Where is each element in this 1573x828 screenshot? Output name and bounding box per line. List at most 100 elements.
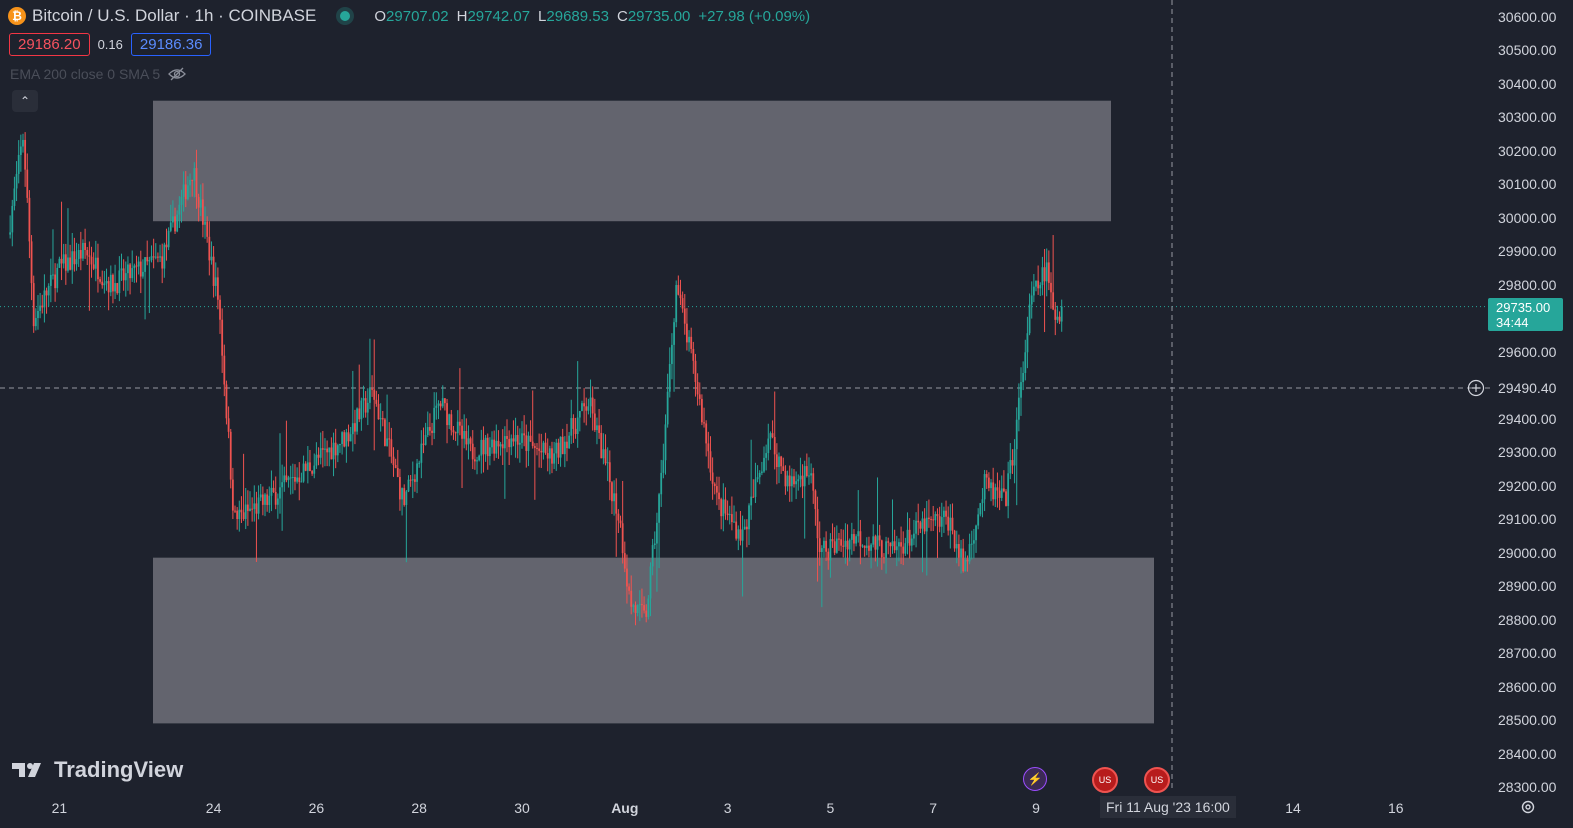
price-label: 29100.00: [1498, 511, 1557, 528]
candle-body: [15, 173, 18, 189]
candle-body: [688, 336, 690, 343]
time-label: Aug: [611, 800, 639, 816]
price-axis[interactable]: 30600.00 30500.00 30400.00 30300.00 30200.00…: [1488, 0, 1573, 828]
candle-body: [632, 605, 635, 607]
candle-body: [261, 494, 264, 505]
candle-body: [221, 319, 224, 356]
candle-body: [129, 264, 131, 279]
candle-body: [208, 236, 211, 261]
candle-body: [786, 475, 789, 487]
symbol-title[interactable]: Bitcoin / U.S. Dollar · 1h · COINBASE: [32, 6, 317, 25]
candle-body: [289, 477, 292, 479]
candle-body: [67, 257, 69, 271]
candle-body: [116, 283, 119, 294]
indicator-label[interactable]: EMA 200 close 0 SMA 5: [10, 66, 161, 82]
candle-body: [930, 518, 932, 520]
candle-body: [324, 448, 326, 450]
candle-body: [745, 526, 748, 530]
candle-body: [848, 539, 851, 550]
us-flag-event-icon[interactable]: US: [1092, 767, 1118, 793]
candle-body: [827, 551, 830, 561]
sell-button[interactable]: 29186.20: [9, 33, 90, 56]
candle-body: [987, 477, 990, 489]
candle-body: [782, 466, 785, 471]
candle-body: [1026, 333, 1029, 353]
candle-body: [356, 408, 358, 432]
tradingview-logo-icon: [12, 763, 41, 777]
candle-body: [846, 540, 849, 550]
candle-body: [1035, 280, 1037, 287]
candle-body: [294, 476, 296, 482]
candle-body: [107, 281, 110, 293]
candle-body: [45, 290, 48, 296]
candle-body: [422, 443, 425, 445]
candlestick-chart[interactable]: [0, 0, 1490, 790]
candle-body: [328, 447, 331, 453]
candle-body: [92, 264, 95, 269]
candle-body: [960, 548, 962, 558]
candle-body: [561, 436, 564, 455]
candle-body: [808, 475, 810, 477]
eye-hidden-icon[interactable]: [168, 67, 187, 81]
candle-body: [953, 530, 956, 549]
candle-body: [1058, 316, 1061, 322]
us-flag-event-icon-2[interactable]: US: [1144, 767, 1170, 793]
candle-body: [1041, 267, 1044, 286]
candle-body: [1007, 473, 1010, 506]
candle-body: [238, 509, 241, 520]
time-label: 5: [826, 800, 835, 816]
candle-body: [739, 529, 742, 541]
candle-body: [598, 425, 600, 433]
collapse-legend-button[interactable]: ⌃: [12, 90, 38, 112]
candle-body: [347, 432, 350, 442]
candle-body: [253, 503, 256, 510]
market-status-icon[interactable]: [340, 11, 351, 21]
earnings-event-icon[interactable]: ⚡: [1023, 767, 1047, 791]
buy-button[interactable]: 29186.36: [130, 33, 212, 56]
candle-body: [456, 421, 459, 434]
candle-body: [690, 336, 693, 349]
bitcoin-icon[interactable]: ₿: [8, 7, 26, 25]
candle-body: [771, 433, 774, 438]
candle-body: [878, 535, 881, 541]
candle-body: [898, 542, 900, 547]
candle-body: [488, 447, 491, 457]
candle-body: [760, 471, 763, 473]
candle-body: [124, 273, 127, 281]
candle-body: [966, 559, 969, 562]
candle-body: [570, 418, 573, 436]
candle-body: [313, 465, 316, 474]
candle-body: [735, 521, 738, 539]
candle-body: [544, 442, 547, 454]
candle-body: [705, 423, 708, 444]
candle-body: [797, 479, 800, 482]
time-axis[interactable]: 21 24 26 28 30 Aug 3 5 7 9 14 16 Fri 11 Aug '23 16:…: [0, 790, 1490, 828]
candle-body: [780, 456, 783, 467]
candle-body: [399, 477, 401, 500]
crosshair-price-label: 29490.40: [1498, 380, 1557, 396]
candle-body: [814, 490, 817, 510]
candle-body: [32, 283, 35, 327]
indicator-legend[interactable]: EMA 200 close 0 SMA 5: [10, 66, 187, 82]
candle-body: [405, 491, 408, 505]
settings-gear-icon[interactable]: [1520, 799, 1536, 815]
candle-body: [921, 518, 924, 529]
add-alert-icon[interactable]: [1467, 379, 1485, 397]
candle-body: [109, 274, 112, 293]
candle-body: [985, 474, 988, 478]
chart-header: ₿ Bitcoin / U.S. Dollar · 1h · COINBASE …: [8, 5, 810, 27]
candle-body: [752, 496, 755, 498]
candle-body: [613, 493, 615, 502]
candle-body: [64, 254, 67, 271]
candle-body: [910, 538, 913, 546]
candle-body: [105, 281, 108, 284]
chart-area[interactable]: ₿ Bitcoin / U.S. Dollar · 1h · COINBASE …: [0, 0, 1490, 793]
candle-body: [531, 441, 534, 447]
candle-body: [394, 465, 397, 468]
candle-body: [79, 250, 82, 259]
candle-body: [1017, 397, 1020, 420]
candle-body: [403, 488, 406, 505]
candle-body: [291, 476, 294, 478]
candle-body: [628, 586, 630, 591]
candle-body: [463, 430, 466, 439]
